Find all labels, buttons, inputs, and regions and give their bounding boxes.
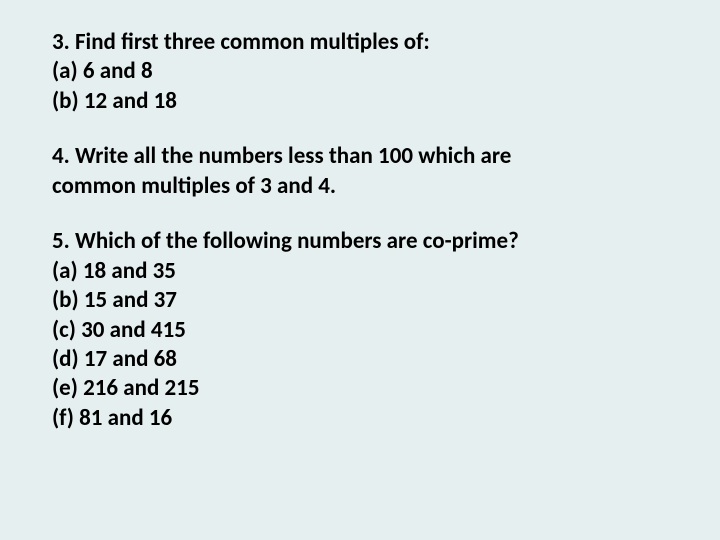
question-4: 4. Write all the numbers less than 100 w…	[52, 142, 668, 201]
question-3-title: 3. Find first three common multiples of:	[52, 28, 668, 57]
question-5: 5. Which of the following numbers are co…	[52, 227, 668, 433]
question-5-option-d: (d) 17 and 68	[52, 345, 668, 374]
question-3-option-a: (a) 6 and 8	[52, 57, 668, 86]
question-3: 3. Find first three common multiples of:…	[52, 28, 668, 116]
question-4-line-1: 4. Write all the numbers less than 100 w…	[52, 142, 668, 171]
question-5-option-b: (b) 15 and 37	[52, 286, 668, 315]
question-4-line-2: common multiples of 3 and 4.	[52, 172, 668, 201]
question-3-option-b: (b) 12 and 18	[52, 87, 668, 116]
question-5-option-e: (e) 216 and 215	[52, 374, 668, 403]
question-5-option-a: (a) 18 and 35	[52, 257, 668, 286]
question-5-option-c: (c) 30 and 415	[52, 316, 668, 345]
question-5-option-f: (f) 81 and 16	[52, 404, 668, 433]
question-5-title: 5. Which of the following numbers are co…	[52, 227, 668, 256]
